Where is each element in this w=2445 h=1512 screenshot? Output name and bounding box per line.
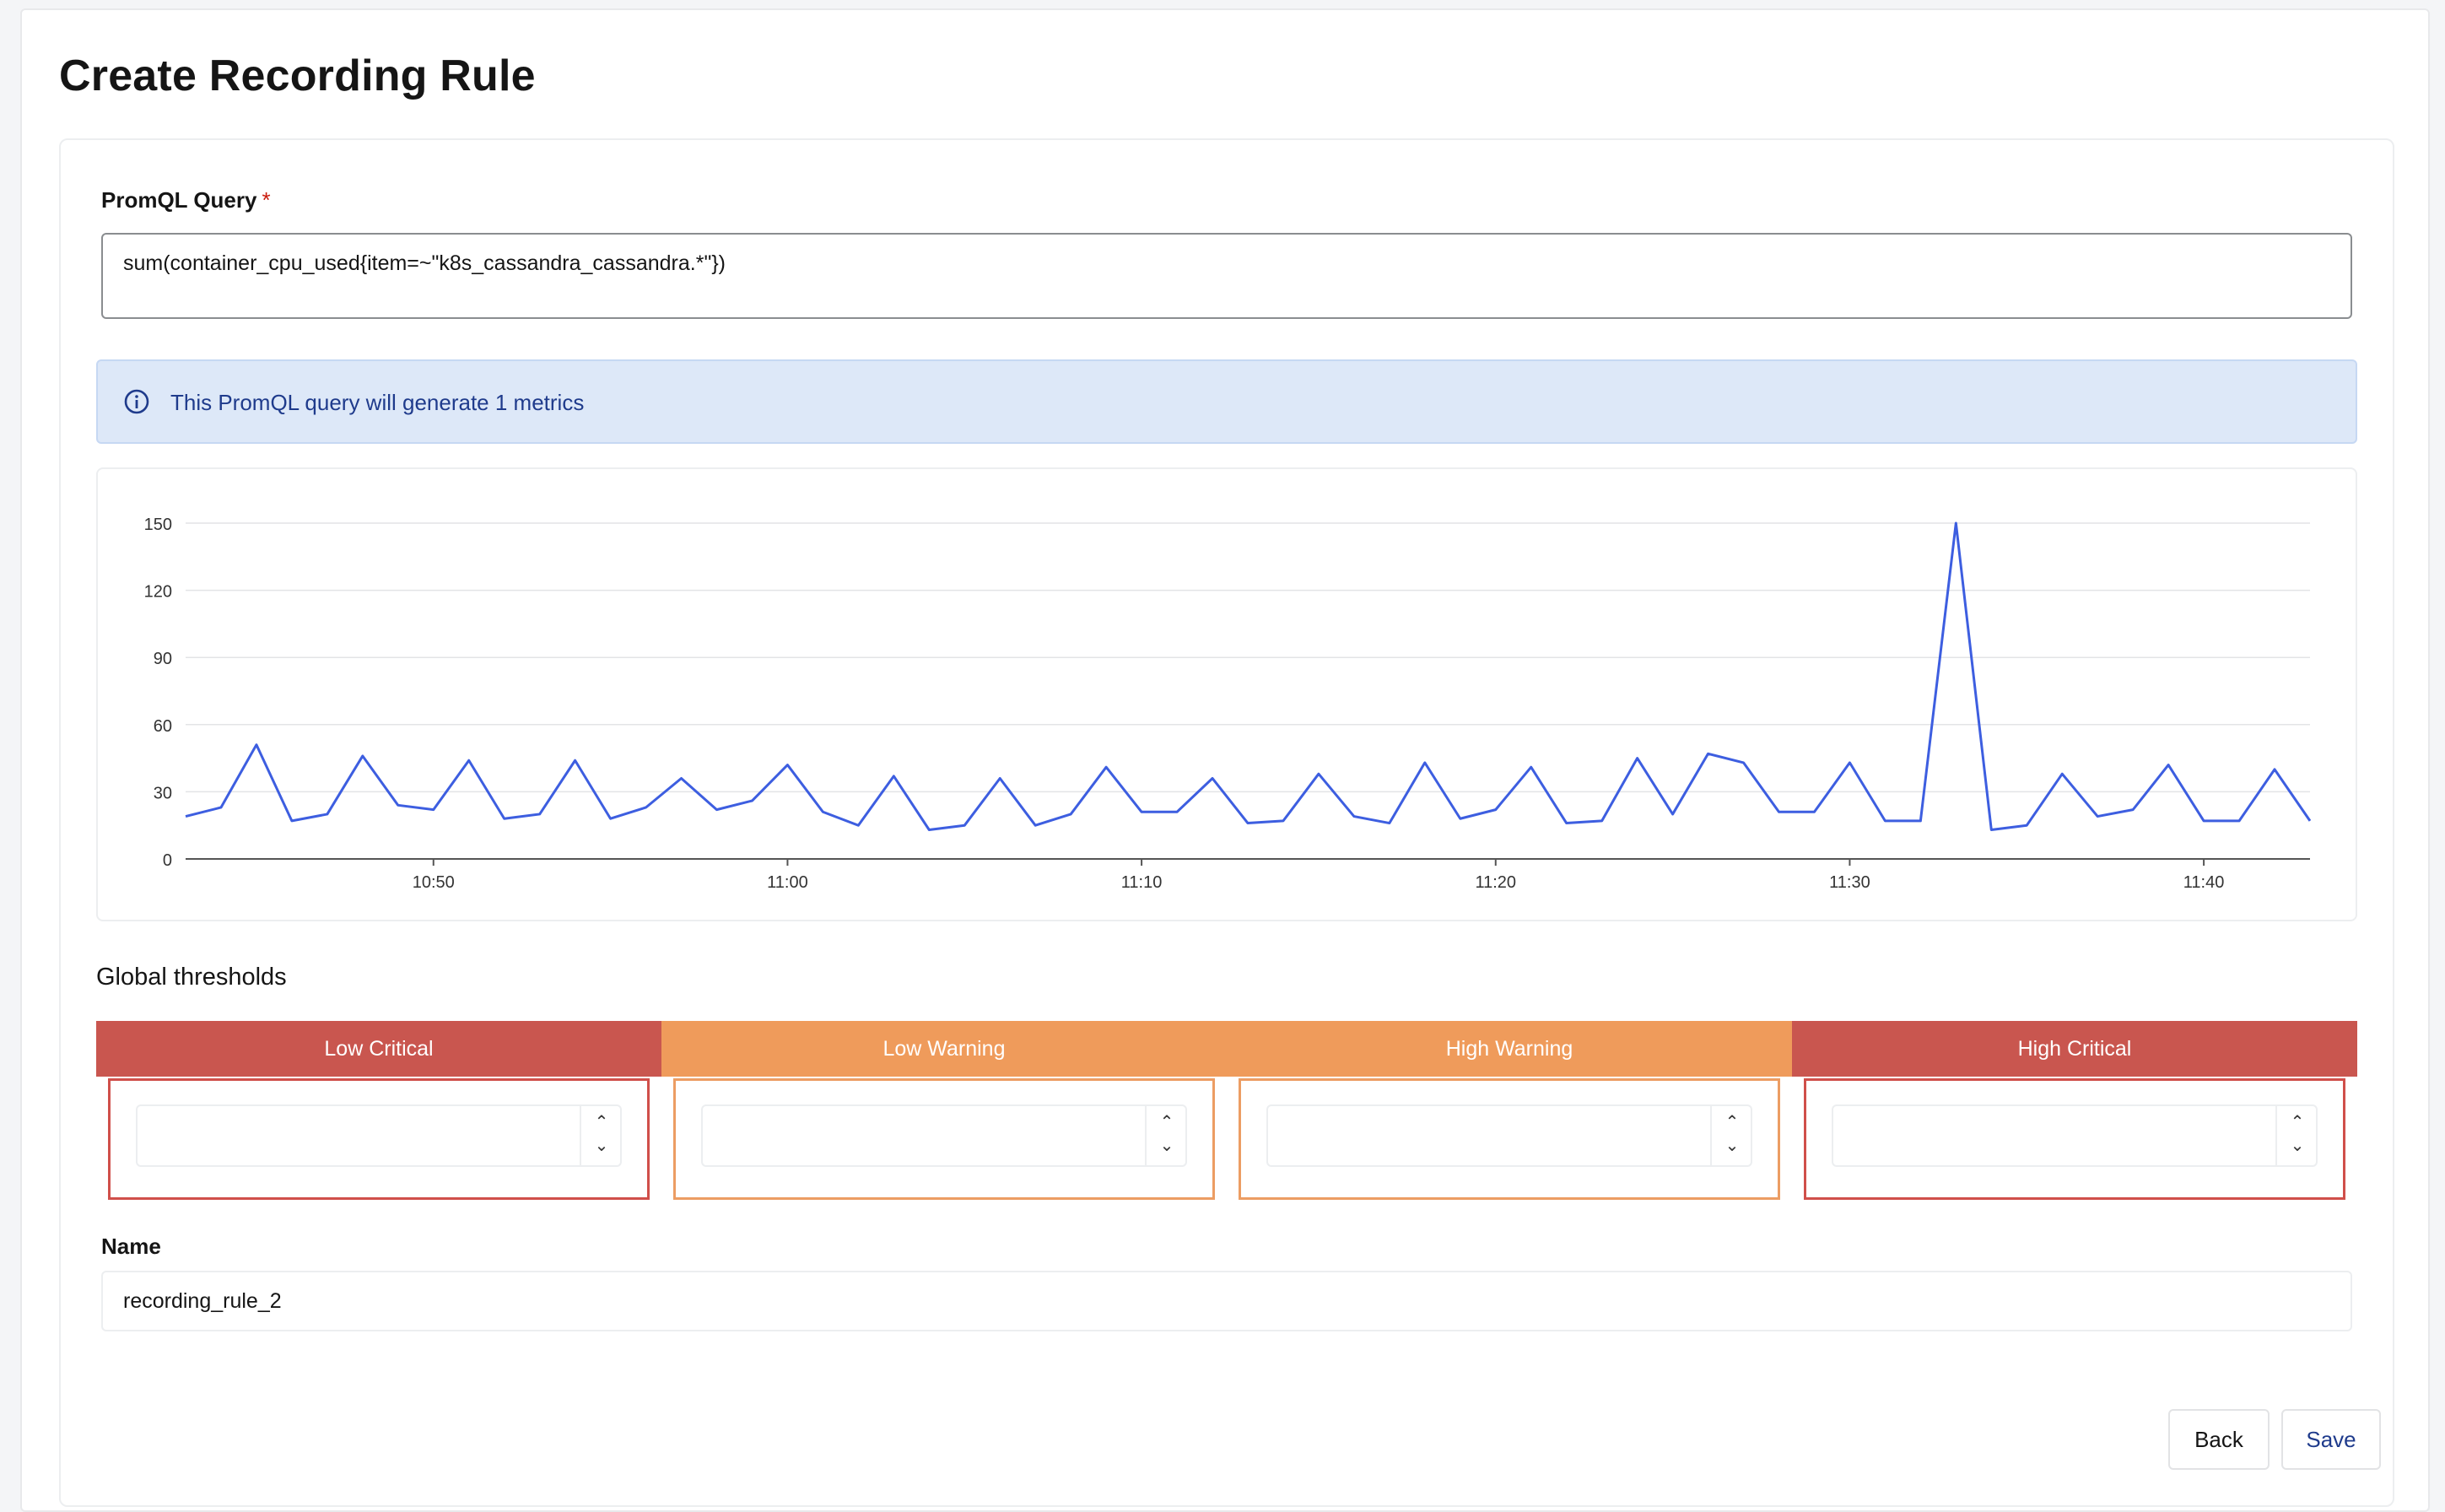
threshold-box-low-critical: ⌃ ⌄ <box>108 1078 650 1200</box>
number-stepper: ⌃ ⌄ <box>2275 1106 2316 1165</box>
series-line <box>185 521 2312 832</box>
page-container: Create Recording Rule PromQL Query * sum(… <box>20 8 2430 1512</box>
y-tick-label: 0 <box>163 851 172 870</box>
x-tick-label: 11:00 <box>767 873 808 892</box>
chevron-up-icon[interactable]: ⌃ <box>594 1113 609 1131</box>
info-circle-icon <box>124 389 149 414</box>
threshold-header-high-critical: High Critical <box>1792 1021 2357 1077</box>
threshold-box-high-critical: ⌃ ⌄ <box>1804 1078 2345 1200</box>
threshold-box-low-warning: ⌃ ⌄ <box>673 1078 1215 1200</box>
threshold-input-high-warning[interactable]: ⌃ ⌄ <box>1266 1104 1752 1167</box>
x-tick-label: 10:50 <box>413 873 455 892</box>
x-tick-label: 11:20 <box>1475 873 1516 892</box>
info-alert: This PromQL query will generate 1 metric… <box>96 359 2357 444</box>
metric-line-chart: 0 30 60 90 120 150 10:50 11:00 11:10 11:20 11:30 11… <box>144 516 2312 892</box>
x-tick-label: 11:30 <box>1829 873 1870 892</box>
y-tick-label: 30 <box>154 784 172 802</box>
threshold-header-low-critical: Low Critical <box>96 1021 661 1077</box>
y-tick-label: 90 <box>154 650 172 668</box>
threshold-input-low-warning[interactable]: ⌃ ⌄ <box>701 1104 1187 1167</box>
query-label-text: PromQL Query <box>101 187 257 213</box>
number-stepper: ⌃ ⌄ <box>580 1106 620 1165</box>
chevron-down-icon[interactable]: ⌄ <box>1159 1137 1174 1155</box>
y-tick-label: 150 <box>144 516 172 534</box>
threshold-input-low-critical[interactable]: ⌃ ⌄ <box>136 1104 622 1167</box>
chevron-down-icon[interactable]: ⌄ <box>1724 1137 1740 1155</box>
chevron-up-icon[interactable]: ⌃ <box>1724 1113 1740 1131</box>
threshold-header-low-warning: Low Warning <box>661 1021 1227 1077</box>
threshold-box-high-warning: ⌃ ⌄ <box>1239 1078 1780 1200</box>
y-tick-label: 60 <box>154 717 172 736</box>
back-button[interactable]: Back <box>2168 1409 2270 1470</box>
save-button[interactable]: Save <box>2281 1409 2381 1470</box>
chart-panel: 0 30 60 90 120 150 10:50 11:00 11:10 11:20 11:30 11… <box>96 467 2357 921</box>
threshold-header-high-warning: High Warning <box>1227 1021 1792 1077</box>
chevron-down-icon[interactable]: ⌄ <box>2290 1137 2305 1155</box>
number-stepper: ⌃ ⌄ <box>1710 1106 1751 1165</box>
chevron-up-icon[interactable]: ⌃ <box>2290 1113 2305 1131</box>
alert-text: This PromQL query will generate 1 metric… <box>170 390 585 415</box>
form-card: PromQL Query * sum(container_cpu_used{ite… <box>59 138 2394 1507</box>
x-tick-label: 11:10 <box>1121 873 1163 892</box>
name-input[interactable]: recording_rule_2 <box>101 1271 2352 1331</box>
page-title: Create Recording Rule <box>59 51 536 100</box>
required-mark: * <box>262 187 271 213</box>
promql-query-input[interactable]: sum(container_cpu_used{item=~"k8s_cassan… <box>101 233 2352 319</box>
name-label: Name <box>101 1234 161 1259</box>
y-tick-label: 120 <box>144 583 172 602</box>
number-stepper: ⌃ ⌄ <box>1145 1106 1185 1165</box>
chevron-down-icon[interactable]: ⌄ <box>594 1137 609 1155</box>
query-label: PromQL Query * <box>101 187 271 213</box>
x-tick-label: 11:40 <box>2183 873 2225 892</box>
thresholds-title: Global thresholds <box>96 964 287 991</box>
chevron-up-icon[interactable]: ⌃ <box>1159 1113 1174 1131</box>
threshold-input-high-critical[interactable]: ⌃ ⌄ <box>1832 1104 2318 1167</box>
